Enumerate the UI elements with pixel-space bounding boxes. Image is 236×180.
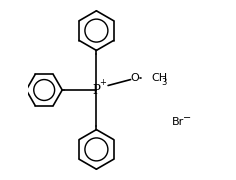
Text: 3: 3 xyxy=(161,78,167,87)
Text: P: P xyxy=(93,84,100,96)
Text: CH: CH xyxy=(151,73,167,83)
Text: Br: Br xyxy=(172,117,184,127)
Text: O: O xyxy=(131,73,139,83)
Text: +: + xyxy=(99,78,106,87)
Text: −: − xyxy=(183,113,191,123)
